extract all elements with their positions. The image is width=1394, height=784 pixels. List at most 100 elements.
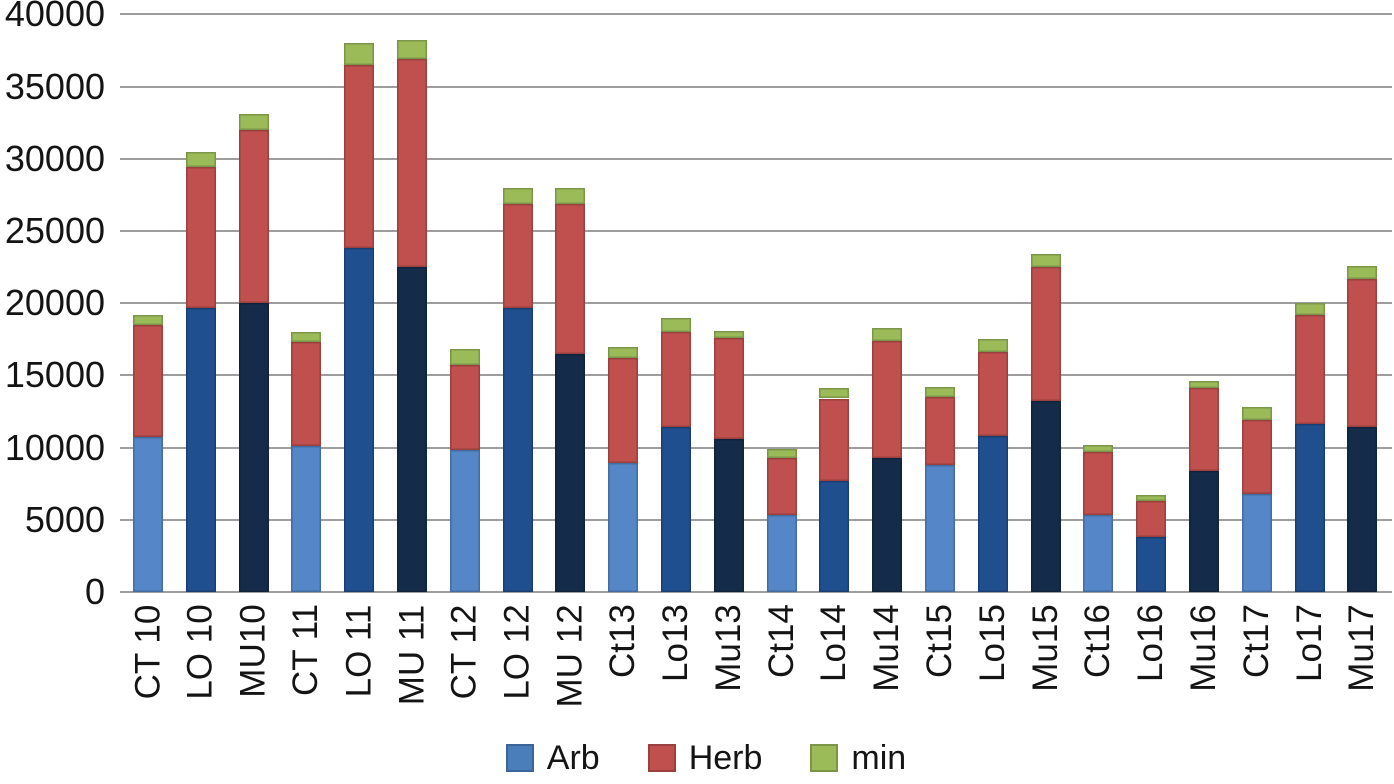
gridline: [120, 518, 1392, 521]
bar-segment-herb-lo14: [819, 398, 850, 481]
x-tick-label: Ct15: [919, 604, 959, 678]
legend-label-min: min: [851, 739, 907, 777]
y-tick-label: 40000: [4, 0, 105, 35]
bar-segment-min-ct12: [449, 349, 480, 366]
gridline: [120, 13, 1392, 16]
bar-segment-arb-ct13: [608, 463, 639, 592]
legend-label-herb: Herb: [688, 739, 763, 777]
y-tick-label: 0: [84, 571, 105, 612]
bar-segment-arb-mu11: [397, 267, 427, 592]
bar-segment-min-mu15: [1030, 254, 1061, 268]
legend-swatch-min-icon: [810, 744, 839, 772]
bar-segment-herb-lo16: [1136, 501, 1167, 538]
bar-segment-herb-mu11: [397, 59, 427, 268]
y-tick-label: 25000: [4, 210, 105, 251]
x-tick-label: Lo14: [814, 604, 854, 682]
legend: Arb Herb min: [0, 740, 1394, 776]
bar-segment-arb-ct16: [1083, 515, 1114, 592]
bar-segment-min-lo11: [344, 43, 375, 65]
bar-segment-min-lo10: [185, 151, 216, 168]
x-tick-label: Ct17: [1236, 604, 1276, 678]
bar-segment-min-ct14: [766, 449, 797, 458]
bar-segment-min-lo15: [977, 339, 1008, 353]
bar-segment-herb-mu15: [1030, 267, 1061, 402]
bar-segment-arb-ct15: [925, 464, 955, 592]
bar-segment-arb-lo16: [1136, 537, 1167, 592]
x-tick-label: LO 10: [180, 603, 220, 700]
bar-segment-min-ct13: [608, 346, 639, 359]
legend-item-min: min: [810, 740, 906, 776]
y-tick-label: 30000: [4, 137, 105, 179]
x-tick-label: CT 10: [127, 604, 167, 699]
bar-segment-herb-ct10: [133, 324, 163, 438]
x-tick-label: Lo16: [1131, 604, 1171, 682]
bar-segment-arb-lo10: [185, 307, 216, 592]
bar-segment-herb-ct17: [1241, 420, 1272, 494]
bar-segment-arb-ct11: [291, 446, 322, 592]
y-tick-label: 5000: [24, 498, 105, 540]
gridline: [120, 302, 1392, 305]
bar-segment-arb-mu17: [1347, 427, 1378, 592]
bar-segment-arb-mu15: [1030, 401, 1061, 592]
bar-segment-herb-mu10: [238, 129, 269, 304]
bar-segment-min-lo13: [661, 317, 691, 333]
bar-segment-min-mu12: [555, 187, 586, 204]
legend-item-herb: Herb: [647, 739, 763, 777]
x-tick-label: Ct14: [761, 604, 801, 678]
y-tick-label: 35000: [4, 65, 105, 107]
y-tick-label: 10000: [4, 426, 105, 468]
x-tick-label: Lo15: [972, 604, 1012, 682]
bar-segment-arb-lo17: [1294, 424, 1325, 592]
x-tick-label: Lo17: [1289, 604, 1329, 682]
legend-label-arb: Arb: [546, 739, 600, 777]
bar-segment-min-mu13: [713, 330, 744, 338]
bar-segment-min-mu11: [397, 40, 427, 60]
bar-segment-arb-mu12: [555, 353, 586, 592]
gridline: [120, 446, 1392, 449]
bar-segment-herb-mu12: [555, 203, 586, 354]
bar-segment-herb-mu16: [1189, 388, 1219, 471]
x-tick-label: Ct13: [603, 604, 643, 678]
bar-segment-min-lo14: [819, 388, 850, 399]
gridline: [120, 157, 1392, 160]
bar-segment-min-ct10: [133, 314, 163, 325]
bar-segment-min-mu17: [1347, 265, 1378, 279]
bar-segment-herb-mu13: [713, 337, 744, 439]
bar-segment-arb-lo13: [661, 427, 691, 592]
bar-segment-min-mu10: [238, 114, 269, 130]
gridline: [120, 85, 1392, 88]
bar-segment-herb-ct11: [291, 342, 322, 447]
bar-segment-arb-lo12: [502, 307, 533, 592]
bar-segment-herb-lo11: [344, 64, 375, 249]
bar-segment-herb-mu14: [872, 340, 903, 458]
bar-segment-arb-lo14: [819, 480, 850, 592]
bar-segment-herb-lo12: [502, 203, 533, 308]
bar-segment-herb-mu17: [1347, 278, 1378, 428]
x-tick-label: CT 11: [286, 603, 326, 697]
x-tick-label: MU 11: [391, 604, 431, 705]
bar-segment-herb-lo15: [977, 352, 1008, 437]
bar-segment-min-mu14: [872, 327, 903, 341]
gridline: [120, 591, 1392, 593]
x-tick-label: Lo13: [655, 604, 695, 682]
legend-item-arb: Arb: [505, 739, 600, 777]
bar-segment-herb-ct13: [608, 358, 639, 464]
bar-segment-arb-lo15: [977, 436, 1008, 592]
bar-segment-arb-mu13: [713, 438, 744, 592]
bar-segment-arb-mu16: [1189, 470, 1219, 592]
x-tick-label: LO 11: [339, 604, 379, 697]
gridline: [120, 230, 1392, 232]
x-tick-label: CT 12: [444, 604, 484, 699]
bar-segment-min-lo17: [1294, 303, 1325, 315]
bar-segment-min-lo16: [1136, 494, 1167, 501]
bar-segment-arb-lo11: [344, 248, 375, 592]
bar-segment-herb-ct14: [766, 457, 797, 516]
bar-segment-min-mu16: [1189, 381, 1219, 389]
gridline: [120, 374, 1392, 377]
bar-segment-arb-ct17: [1241, 493, 1272, 592]
y-tick-label: 20000: [4, 282, 105, 324]
x-tick-label: Mu15: [1025, 604, 1065, 692]
bar-segment-herb-ct16: [1083, 451, 1114, 516]
bar-segment-herb-lo13: [661, 332, 691, 428]
